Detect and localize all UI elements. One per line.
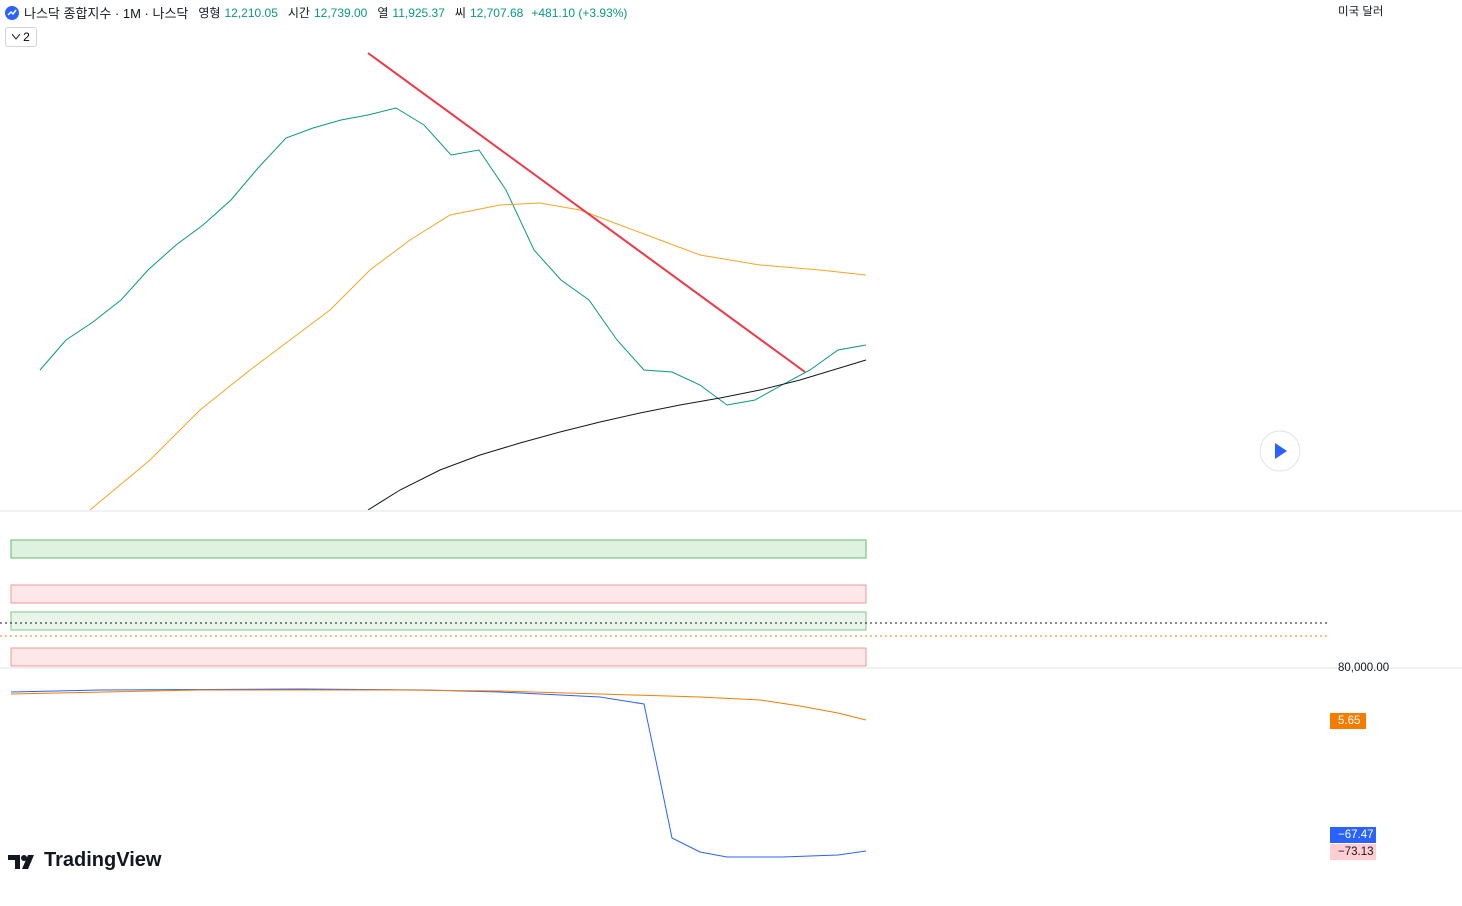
badge-text: 5.65	[1338, 715, 1360, 727]
change: +481.10 (+3.93%)	[531, 5, 628, 20]
field-value: 11,925.37	[392, 5, 445, 20]
indicator-count: 2	[23, 30, 30, 44]
ma-long	[367, 359, 867, 510]
badge	[1330, 844, 1376, 860]
chevron	[12, 34, 21, 40]
badges: 80,000.00 5.65 −67.47 −73.13	[1330, 662, 1389, 860]
field-value: 12,210.05	[224, 5, 278, 20]
moving-averages	[39, 52, 867, 510]
indicator-toggle[interactable]: 2	[5, 27, 37, 47]
trend-line	[367, 52, 806, 373]
rsi-band	[10, 539, 867, 559]
play-button[interactable]	[1259, 430, 1301, 472]
field-label: 씨	[454, 6, 466, 20]
rsi-bands	[0, 539, 1330, 667]
logo-text: TradingView	[44, 849, 162, 871]
macd-line	[10, 688, 867, 858]
ma-short	[39, 107, 867, 406]
badge	[1330, 713, 1366, 729]
symbol: 나스닥 종합지수 · 1M · 나스닥	[24, 6, 189, 21]
macd-lines	[10, 688, 867, 858]
badge-text: −73.13	[1338, 846, 1374, 858]
symbol-icon	[5, 5, 19, 20]
logo-mark	[8, 854, 34, 869]
axes: 미국 달러	[1338, 4, 1384, 18]
logo: TradingView	[8, 849, 161, 872]
field-label: 영형	[198, 6, 221, 20]
rsi-band	[10, 611, 867, 631]
ma-mid	[89, 202, 867, 510]
rsi-band	[10, 647, 867, 667]
badge	[1330, 827, 1376, 843]
rsi-band	[10, 584, 867, 604]
signal-line	[10, 689, 867, 721]
axis-label: 80,000.00	[1338, 662, 1389, 674]
field-label: 시간	[287, 6, 310, 20]
field-label: 열	[377, 6, 389, 20]
currency: 미국 달러	[1338, 4, 1384, 18]
field-value: 12,707.68	[469, 5, 524, 20]
legend: 나스닥 종합지수 · 1M · 나스닥 영형 12,210.05 시간 12,739…	[4, 3, 628, 22]
field-value: 12,739.00	[313, 5, 368, 20]
badge-text: −67.47	[1338, 829, 1374, 841]
